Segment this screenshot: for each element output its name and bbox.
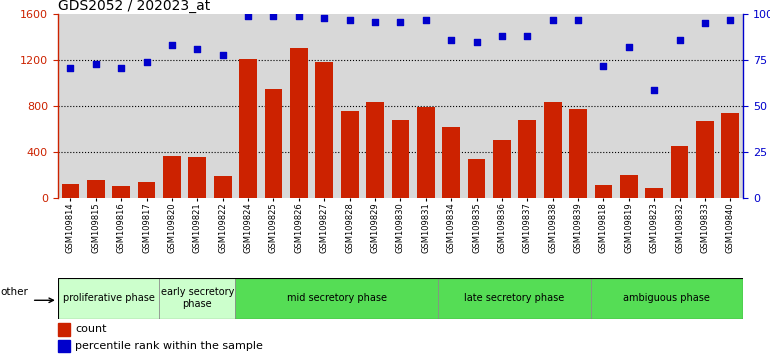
Point: [547, 17, 559, 23]
Bar: [112, 185, 130, 198]
Text: late secretory phase: late secretory phase: [464, 293, 564, 303]
Bar: [316, 62, 333, 198]
Point: [242, 13, 254, 19]
Bar: [671, 147, 688, 198]
Bar: [341, 111, 359, 198]
Point: [394, 19, 407, 24]
Bar: [265, 89, 283, 198]
Point: [64, 65, 76, 70]
Bar: [417, 107, 434, 198]
Bar: [645, 188, 663, 198]
Point: [572, 17, 584, 23]
Bar: [138, 182, 156, 198]
Bar: [236, 278, 438, 319]
Bar: [493, 139, 511, 198]
Point: [216, 52, 229, 57]
Bar: [189, 158, 206, 198]
Bar: [214, 176, 232, 198]
Bar: [58, 323, 70, 336]
Bar: [58, 339, 70, 352]
Bar: [721, 113, 739, 198]
Bar: [87, 181, 105, 198]
Bar: [290, 47, 308, 198]
Point: [343, 17, 356, 23]
Bar: [163, 156, 181, 198]
Point: [470, 39, 483, 45]
Point: [623, 45, 635, 50]
Point: [521, 33, 534, 39]
Point: [318, 15, 330, 21]
Bar: [594, 185, 612, 198]
Text: percentile rank within the sample: percentile rank within the sample: [75, 341, 263, 351]
Bar: [62, 184, 79, 198]
Point: [699, 21, 711, 26]
Bar: [391, 120, 410, 198]
Point: [674, 37, 686, 43]
Bar: [518, 120, 536, 198]
Text: proliferative phase: proliferative phase: [62, 293, 155, 303]
Point: [496, 33, 508, 39]
Bar: [239, 59, 257, 198]
Bar: [544, 102, 561, 198]
Point: [89, 61, 102, 67]
Point: [598, 63, 610, 69]
Point: [293, 13, 305, 19]
Text: other: other: [0, 287, 28, 297]
Text: ambiguous phase: ambiguous phase: [624, 293, 711, 303]
Bar: [569, 109, 587, 198]
Bar: [591, 278, 743, 319]
Text: early secretory
phase: early secretory phase: [161, 287, 234, 309]
Point: [166, 42, 178, 48]
Point: [140, 59, 152, 65]
Point: [420, 17, 432, 23]
Point: [725, 17, 737, 23]
Bar: [467, 159, 485, 198]
Point: [267, 13, 280, 19]
Point: [369, 19, 381, 24]
Bar: [696, 121, 714, 198]
Bar: [58, 278, 159, 319]
Text: GDS2052 / 202023_at: GDS2052 / 202023_at: [58, 0, 210, 13]
Bar: [159, 278, 236, 319]
Bar: [366, 102, 384, 198]
Text: count: count: [75, 324, 106, 334]
Point: [445, 37, 457, 43]
Point: [191, 46, 203, 52]
Point: [648, 87, 661, 92]
Text: mid secretory phase: mid secretory phase: [287, 293, 387, 303]
Bar: [442, 127, 460, 198]
Point: [115, 65, 127, 70]
Bar: [620, 175, 638, 198]
Bar: [438, 278, 591, 319]
